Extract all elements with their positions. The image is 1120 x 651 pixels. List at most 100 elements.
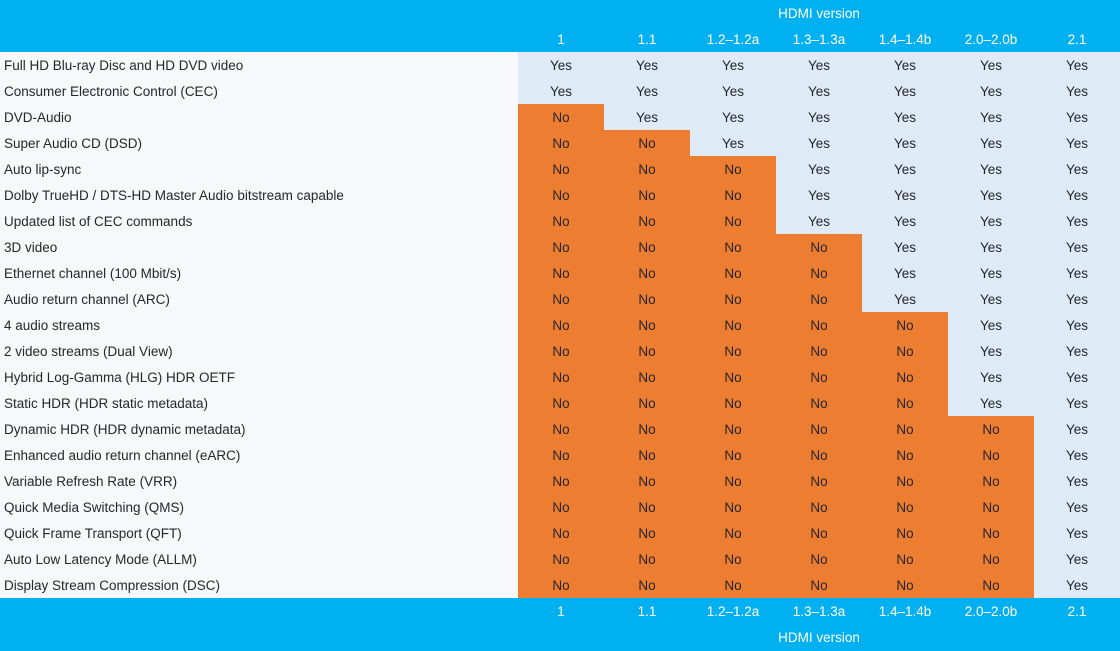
value-cell: No <box>518 338 604 364</box>
header-column-label: 1.1 <box>637 31 657 47</box>
value-cell: No <box>604 156 690 182</box>
value-cell: No <box>604 338 690 364</box>
value-cell: No <box>948 520 1034 546</box>
value-cell: Yes <box>948 130 1034 156</box>
value-cell: Yes <box>1034 468 1120 494</box>
value-cell: No <box>604 390 690 416</box>
value-cell: No <box>862 312 948 338</box>
value-cell: Yes <box>1034 286 1120 312</box>
table-row: Auto Low Latency Mode (ALLM) No No No No No No… <box>0 546 1120 572</box>
value-cell: No <box>862 572 948 598</box>
value-cell: Yes <box>862 260 948 286</box>
value-cell: No <box>518 312 604 338</box>
value-cell: Yes <box>604 78 690 104</box>
value-cell: Yes <box>604 104 690 130</box>
value-cell: No <box>862 364 948 390</box>
value-cell: No <box>776 546 862 572</box>
value-cell: Yes <box>1034 234 1120 260</box>
value-cell: No <box>690 494 776 520</box>
value-cell: No <box>948 416 1034 442</box>
header-title: HDMI version <box>778 5 860 21</box>
value-cell: No <box>776 442 862 468</box>
header-column-label: 2.0–2.0b <box>964 31 1018 47</box>
footer-column-label: 2.1 <box>1067 603 1087 619</box>
value-cell: Yes <box>862 234 948 260</box>
value-cell: Yes <box>1034 338 1120 364</box>
value-cell: Yes <box>948 312 1034 338</box>
value-cell: No <box>604 468 690 494</box>
value-cell: Yes <box>1034 182 1120 208</box>
value-cell: Yes <box>1034 312 1120 338</box>
value-cell: No <box>604 182 690 208</box>
value-cell: Yes <box>690 52 776 78</box>
value-cell: No <box>776 364 862 390</box>
value-cell: Yes <box>1034 364 1120 390</box>
value-cell: No <box>604 286 690 312</box>
value-cell: No <box>690 520 776 546</box>
value-cell: Yes <box>948 52 1034 78</box>
footer-title-row: HDMI version <box>0 624 1120 651</box>
value-cell: No <box>604 494 690 520</box>
header-column-label: 1 <box>557 31 565 47</box>
value-cell: No <box>518 234 604 260</box>
value-cell: Yes <box>948 364 1034 390</box>
value-cell: No <box>690 156 776 182</box>
value-cell: Yes <box>1034 442 1120 468</box>
value-cell: No <box>862 494 948 520</box>
value-cell: No <box>604 546 690 572</box>
table-body: Full HD Blu-ray Disc and HD DVD video Yes… <box>0 52 1120 598</box>
value-cell: Yes <box>862 286 948 312</box>
value-cell: Yes <box>776 156 862 182</box>
table-row: Updated list of CEC commands No No No Yes Yes… <box>0 208 1120 234</box>
value-cell: No <box>862 442 948 468</box>
header-column-label: 2.1 <box>1067 31 1087 47</box>
feature-label: Updated list of CEC commands <box>0 208 518 234</box>
table-row: Super Audio CD (DSD) No No Yes Yes Yes Yes Yes <box>0 130 1120 156</box>
value-cell: No <box>690 286 776 312</box>
footer-column-label: 1 <box>557 603 565 619</box>
value-cell: Yes <box>690 78 776 104</box>
value-cell: No <box>518 546 604 572</box>
value-cell: Yes <box>1034 520 1120 546</box>
value-cell: Yes <box>690 104 776 130</box>
value-cell: No <box>948 494 1034 520</box>
value-cell: Yes <box>948 234 1034 260</box>
value-cell: Yes <box>948 208 1034 234</box>
table-row: 4 audio streams No No No No No Yes Yes <box>0 312 1120 338</box>
footer-column-label: 2.0–2.0b <box>964 603 1018 619</box>
value-cell: No <box>604 416 690 442</box>
feature-label: DVD-Audio <box>0 104 518 130</box>
value-cell: No <box>518 260 604 286</box>
value-cell: No <box>518 416 604 442</box>
value-cell: No <box>518 468 604 494</box>
value-cell: No <box>776 468 862 494</box>
value-cell: No <box>776 390 862 416</box>
value-cell: Yes <box>1034 546 1120 572</box>
value-cell: Yes <box>862 182 948 208</box>
feature-label: Static HDR (HDR static metadata) <box>0 390 518 416</box>
value-cell: No <box>518 390 604 416</box>
feature-label: Auto lip-sync <box>0 156 518 182</box>
value-cell: No <box>518 182 604 208</box>
header-title-row: HDMI version <box>0 0 1120 26</box>
value-cell: No <box>690 260 776 286</box>
feature-label: Dolby TrueHD / DTS-HD Master Audio bitst… <box>0 182 518 208</box>
feature-label: Auto Low Latency Mode (ALLM) <box>0 546 518 572</box>
value-cell: No <box>690 234 776 260</box>
footer-column-label: 1.2–1.2a <box>706 603 760 619</box>
value-cell: No <box>518 494 604 520</box>
value-cell: No <box>604 130 690 156</box>
value-cell: No <box>862 546 948 572</box>
table-row: Audio return channel (ARC) No No No No Yes Yes… <box>0 286 1120 312</box>
footer-columns-row: 1 1.1 1.2–1.2a 1.3–1.3a 1.4–1.4b 2.0–2.0b 2.1 <box>0 598 1120 624</box>
value-cell: Yes <box>1034 416 1120 442</box>
feature-label: Quick Frame Transport (QFT) <box>0 520 518 546</box>
table-row: 3D video No No No No Yes Yes Yes <box>0 234 1120 260</box>
feature-label: Hybrid Log-Gamma (HLG) HDR OETF <box>0 364 518 390</box>
value-cell: No <box>518 208 604 234</box>
value-cell: No <box>690 208 776 234</box>
value-cell: No <box>690 416 776 442</box>
feature-label: Display Stream Compression (DSC) <box>0 572 518 598</box>
value-cell: No <box>776 286 862 312</box>
